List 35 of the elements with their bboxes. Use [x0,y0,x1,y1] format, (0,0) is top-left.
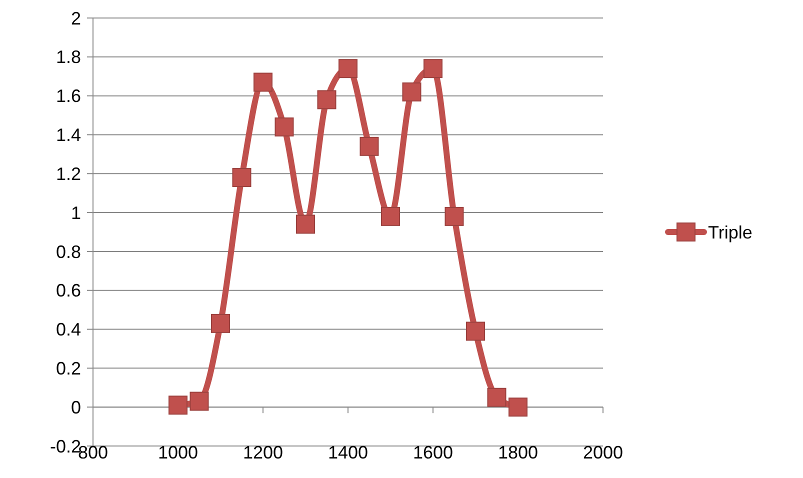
legend-label: Triple [708,222,752,242]
point [381,206,400,226]
point [444,206,464,226]
point [466,322,485,341]
y-tick-label: 1.8 [56,47,81,68]
y-tick-label: 2 [70,8,81,28]
point [487,388,506,407]
point [360,136,379,156]
x-tick-label: 1000 [158,442,198,462]
point [402,82,422,102]
y-tick-label: 0 [70,397,81,418]
x-tick-label: 1800 [498,442,538,462]
x-tick-label: 1400 [328,442,368,462]
x-tick-label: 1600 [412,442,454,462]
point [424,59,442,78]
y-tick-label: 1.6 [56,86,81,106]
point [168,396,188,415]
point [232,168,252,188]
y-tick-label: 0.8 [56,242,81,262]
point [508,398,528,417]
x-tick-label: 2000 [582,442,624,462]
y-tick-label: 1.4 [56,125,81,146]
y-tick-label: 1 [70,202,81,223]
point [338,59,358,78]
point [254,72,272,92]
y-tick-label: 1.2 [56,164,81,184]
x-tick-label: 1200 [242,442,284,462]
y-tick-label: 0.6 [56,280,81,301]
point [190,392,209,411]
point [211,314,230,333]
y-tick-label: 0.4 [56,320,81,340]
point [274,117,294,136]
point [296,214,315,234]
y-tick-label: 0.2 [56,358,81,378]
point [317,90,336,110]
